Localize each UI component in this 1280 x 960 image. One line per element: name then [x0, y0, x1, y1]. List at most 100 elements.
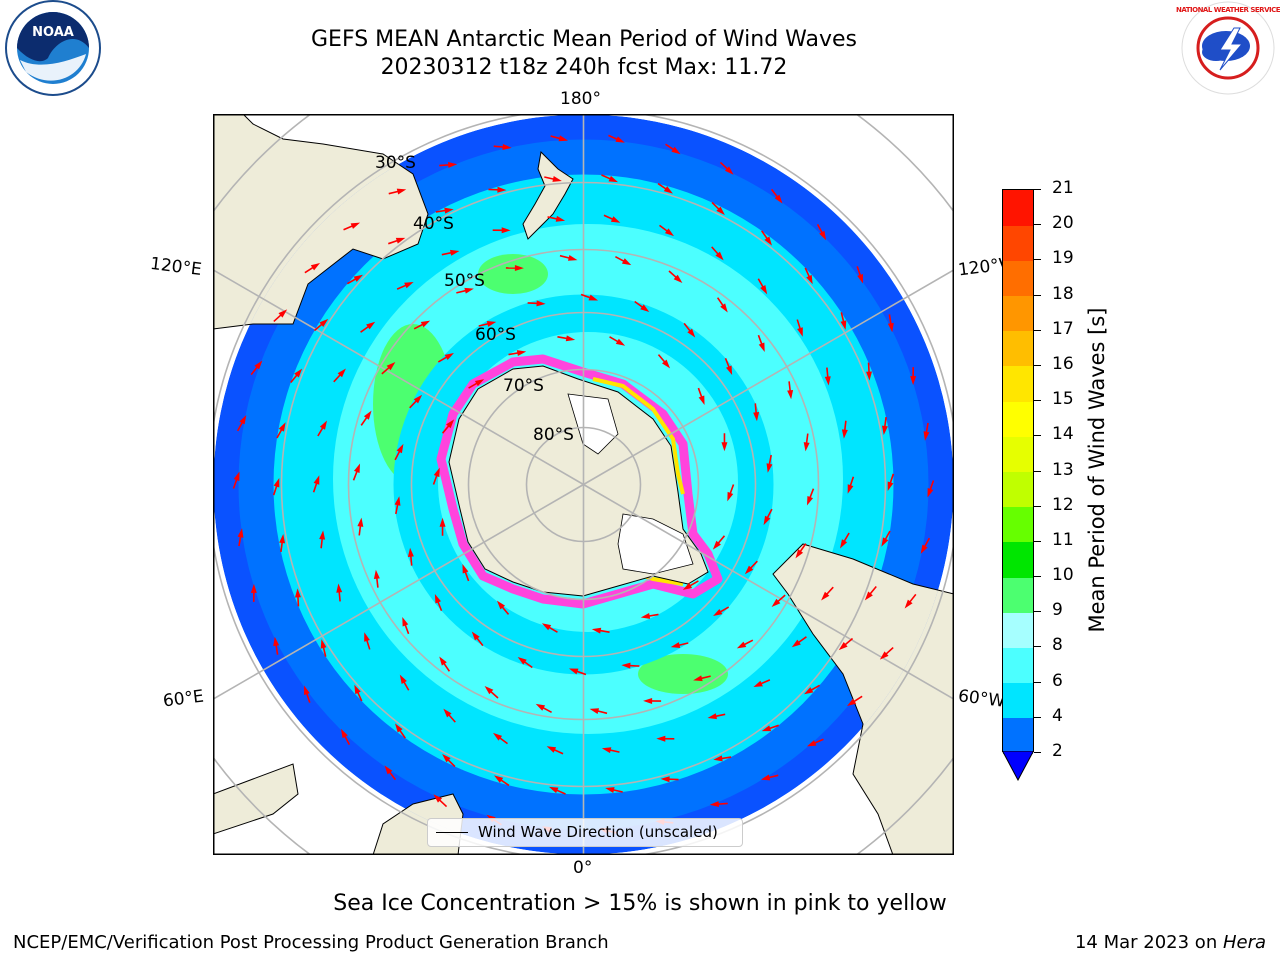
nws-logo-text: NATIONAL WEATHER SERVICE [1176, 6, 1280, 14]
wave-arrow-head [866, 371, 873, 381]
wave-arrow-head [568, 668, 579, 675]
colorbar-segment [1003, 717, 1033, 754]
wave-arrow-head [771, 598, 781, 607]
wave-arrow-head [442, 753, 451, 763]
lat-label-80s: 80°S [533, 425, 574, 445]
wave-arrow-head [682, 582, 693, 590]
wave-arrow-head [605, 787, 615, 793]
wave-arrow-head [660, 776, 670, 783]
wave-arrow-head [791, 639, 801, 648]
wave-arrow-head [433, 794, 443, 803]
colorbar-tick-mark [1034, 611, 1041, 613]
date-line: 14 Mar 2023 on Hera [1075, 932, 1266, 953]
wave-arrow-head [671, 146, 681, 155]
wave-arrow-head [753, 680, 763, 688]
colorbar-tick-mark [1034, 224, 1041, 226]
wave-arrow-head [546, 746, 557, 753]
wave-arrow-head [847, 484, 854, 494]
wave-arrow-head [446, 419, 455, 429]
colorbar-segment [1003, 330, 1033, 367]
wave-arrow-head [535, 703, 546, 711]
wave-arrow-head [864, 591, 873, 601]
wave-arrow-head [923, 431, 930, 441]
colorbar-segment [1003, 401, 1033, 437]
wave-arrow-head [670, 642, 681, 649]
wave-arrow-head [621, 258, 632, 266]
wave-arrow-head [819, 230, 827, 241]
wave-arrow-head [803, 687, 814, 695]
wave-arrow-head [357, 517, 364, 527]
sea-ice-note: Sea Ice Concentration > 15% is shown in … [333, 891, 947, 916]
wave-arrow-head [724, 166, 734, 175]
wave-arrow-head [656, 735, 666, 742]
colorbar-segment [1003, 682, 1033, 719]
wave-arrow-head [887, 322, 894, 333]
wave-arrow-head [396, 188, 407, 195]
colorbar-tick-label: 9 [1052, 600, 1063, 621]
wave-arrow-head [516, 350, 527, 356]
wave-arrow-head [753, 412, 760, 422]
colorbar-label: Mean Period of Wind Waves [s] [1085, 307, 1109, 633]
wave-arrow-head [763, 515, 771, 526]
lat-label-60s: 60°S [475, 325, 516, 345]
wave-arrow-head [787, 389, 794, 400]
colorbar-tick-label: 20 [1052, 213, 1074, 234]
wave-arrow-head [591, 627, 602, 634]
wave-arrow-head [474, 379, 485, 387]
wave-arrow-head [910, 376, 917, 386]
wave-arrow-head [774, 194, 783, 204]
wave-arrow-head [709, 801, 719, 808]
wave-arrow-head [795, 549, 804, 559]
wave-arrow-head [278, 309, 288, 318]
wave-arrow-head [693, 675, 703, 682]
wave-arrow-head [254, 360, 263, 370]
wave-arrow-head [558, 135, 569, 142]
wave-arrow-head [824, 376, 831, 386]
wave-arrow-head [904, 599, 913, 609]
wave-arrow-head [821, 591, 830, 601]
colorbar-segment [1003, 225, 1033, 261]
wave-arrow-head [433, 467, 440, 478]
wave-arrow-head [643, 697, 653, 704]
wave-arrow-head [760, 774, 771, 781]
new-zealand-landmass [522, 150, 574, 240]
wave-arrow-head [698, 395, 705, 406]
graticule [213, 114, 954, 855]
wave-arrow-head [384, 765, 393, 775]
wave-arrow-head [464, 287, 474, 294]
wave-arrow-head [713, 608, 723, 617]
wave-arrow-head [450, 249, 460, 256]
colorbar-tick-label: 4 [1052, 705, 1063, 726]
wave-arrow-head [715, 251, 724, 261]
wave-arrow-head [806, 496, 814, 506]
wave-arrow-head [273, 478, 280, 488]
wave-arrow-head [407, 547, 414, 557]
legend-line-swatch [436, 832, 468, 833]
colorbar-segments [1002, 189, 1034, 754]
colorbar-tick-mark [1034, 294, 1041, 296]
title-line-1: GEFS MEAN Antarctic Mean Period of Wind … [311, 27, 857, 52]
colorbar-segment [1003, 506, 1033, 543]
noaa-logo: NOAA [5, 0, 101, 96]
colorbar-tick-mark [1034, 400, 1041, 402]
wave-arrow-head [846, 698, 857, 707]
wave-arrow-head [727, 491, 734, 502]
colorbar-tick-label: 18 [1052, 283, 1074, 304]
colorbar-extend-triangle [1002, 751, 1034, 781]
wave-arrow-head [320, 639, 327, 649]
wave-arrow-head [758, 342, 765, 353]
wave-arrow-head [841, 429, 848, 439]
title-line-2: 20230312 t18z 240h fcst Max: 11.72 [380, 55, 788, 80]
colorbar-tick-label: 6 [1052, 670, 1063, 691]
colorbar-tick-label: 13 [1052, 459, 1074, 480]
wave-arrow-head [237, 528, 244, 538]
wave-arrow-head [413, 394, 423, 404]
wave-arrow-head [588, 294, 599, 301]
wave-arrow-head [640, 304, 650, 313]
wave-arrow-head [555, 215, 566, 222]
wave-arrow-head [366, 321, 376, 330]
colorbar-tick-mark [1034, 505, 1041, 507]
wave-arrow-head [353, 463, 361, 473]
wave-arrow-head [514, 265, 524, 272]
colorbar-tick-mark [1034, 540, 1041, 542]
